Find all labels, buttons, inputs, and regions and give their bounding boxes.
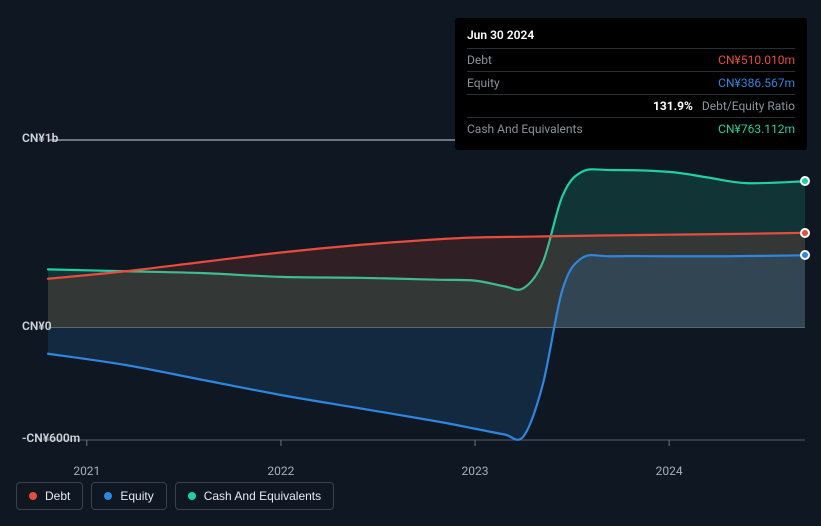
chart-container: Jun 30 2024 Debt CN¥510.010m Equity CN¥3… xyxy=(0,0,821,526)
tooltip-key: Equity xyxy=(467,76,500,90)
ytick-label: CN¥1b xyxy=(22,131,58,145)
tooltip-val: 131.9% Debt/Equity Ratio xyxy=(653,99,795,113)
ytick-label: CN¥0 xyxy=(22,319,52,333)
tooltip-row-debt: Debt CN¥510.010m xyxy=(467,49,795,72)
tooltip-key: Debt xyxy=(467,53,492,67)
ratio-sub: Debt/Equity Ratio xyxy=(702,99,795,113)
legend-dot xyxy=(104,492,112,500)
tooltip-val: CN¥763.112m xyxy=(718,122,795,136)
legend: Debt Equity Cash And Equivalents xyxy=(16,482,334,510)
xtick-label: 2021 xyxy=(73,464,100,478)
legend-dot xyxy=(29,492,37,500)
legend-dot xyxy=(188,492,196,500)
tooltip-date: Jun 30 2024 xyxy=(467,26,795,49)
legend-item-debt[interactable]: Debt xyxy=(16,482,83,510)
xtick-label: 2023 xyxy=(462,464,489,478)
tooltip-key: Cash And Equivalents xyxy=(467,122,583,136)
ratio-value: 131.9% xyxy=(653,99,693,113)
legend-item-cash[interactable]: Cash And Equivalents xyxy=(175,482,334,510)
tooltip-row-equity: Equity CN¥386.567m xyxy=(467,72,795,95)
xtick-label: 2022 xyxy=(267,464,294,478)
legend-label: Cash And Equivalents xyxy=(204,489,321,503)
tooltip-row-cash: Cash And Equivalents CN¥763.112m xyxy=(467,118,795,140)
end-marker-debt xyxy=(800,228,810,238)
tooltip-val: CN¥510.010m xyxy=(718,53,795,67)
legend-label: Debt xyxy=(45,489,70,503)
xtick-label: 2024 xyxy=(656,464,683,478)
ytick-label: -CN¥600m xyxy=(22,431,80,445)
legend-label: Equity xyxy=(120,489,153,503)
legend-item-equity[interactable]: Equity xyxy=(91,482,166,510)
tooltip-val: CN¥386.567m xyxy=(718,76,795,90)
tooltip-row-ratio: 131.9% Debt/Equity Ratio xyxy=(467,95,795,118)
tooltip: Jun 30 2024 Debt CN¥510.010m Equity CN¥3… xyxy=(455,18,807,150)
